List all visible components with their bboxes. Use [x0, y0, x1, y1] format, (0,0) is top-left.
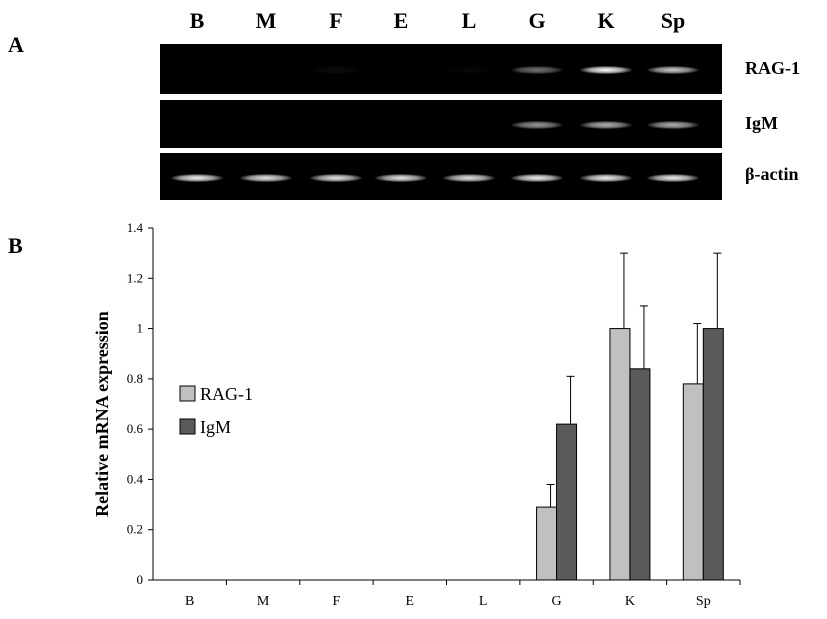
y-tick-label: 0.6	[127, 421, 144, 436]
gel-lane-labels: B M F E L G K Sp	[160, 4, 725, 40]
y-tick-label: 1.2	[127, 270, 143, 285]
gel-strip-igm	[160, 100, 722, 148]
x-tick-label: K	[625, 594, 635, 609]
gel-band	[171, 173, 223, 182]
gel-row-label-igm: IgM	[745, 113, 778, 133]
gel-band	[511, 173, 563, 182]
x-tick-label: Sp	[696, 594, 711, 609]
gel-band	[310, 173, 362, 182]
panel-a-label: A	[8, 32, 24, 57]
gel-band	[580, 121, 632, 129]
gel-band	[580, 173, 632, 182]
x-tick-label: L	[479, 594, 488, 609]
gel-band	[443, 173, 495, 182]
bar-rag-1	[609, 328, 631, 581]
legend-swatch-rag-1	[179, 385, 196, 402]
x-tick-label: F	[333, 594, 341, 609]
gel-band	[647, 173, 699, 182]
bar-chart: 0 0.2 0.4 0.6 0.8 1 1.2 1.4 Relative mRNA expres…	[92, 220, 741, 609]
gel-lane-label-l: L	[461, 8, 477, 33]
gel-lane-label-k: K	[597, 8, 615, 33]
x-tick-label: G	[552, 594, 562, 609]
bar-igm	[629, 368, 651, 581]
x-tick-label: E	[406, 594, 415, 609]
y-tick-label: 0.4	[127, 471, 144, 486]
gel-band	[647, 66, 699, 74]
bar-igm	[702, 328, 724, 581]
gel-band	[310, 66, 362, 74]
legend-swatch-igm	[179, 418, 196, 435]
bar-rag-1	[536, 506, 558, 581]
legend-label-igm: IgM	[200, 417, 231, 437]
gel-row-label-beta-actin: β-actin	[745, 164, 799, 184]
panel-b-label: B	[8, 233, 23, 258]
x-tick-label: M	[257, 594, 270, 609]
gel-band	[443, 66, 495, 74]
gel-band	[511, 66, 563, 74]
gel-strip-beta-actin	[160, 153, 722, 200]
gel-lane-label-f: F	[329, 8, 343, 33]
gel-lane-label-e: E	[393, 8, 409, 33]
bar-rag-1	[682, 383, 704, 581]
gel-band	[511, 121, 563, 129]
gel-row-label-rag1: RAG-1	[745, 58, 800, 78]
gel-lane-label-sp: Sp	[660, 8, 686, 33]
gel-band	[647, 121, 699, 129]
y-tick-label: 1	[137, 321, 144, 336]
y-tick-label: 0	[137, 572, 144, 587]
gel-lane-label-g: G	[528, 8, 546, 33]
y-tick-label: 0.8	[127, 371, 143, 386]
gel-lane-label-b: B	[189, 8, 205, 33]
y-axis-label: Relative mRNA expression	[92, 311, 112, 517]
bar-igm	[556, 423, 578, 581]
gel-band	[580, 66, 632, 74]
y-tick-label: 1.4	[127, 220, 144, 235]
x-tick-label: B	[185, 594, 194, 609]
gel-strip-rag1	[160, 44, 722, 94]
gel-lane-label-m: M	[255, 8, 277, 33]
gel-band	[375, 173, 427, 182]
y-tick-label: 0.2	[127, 522, 143, 537]
gel-band	[240, 173, 292, 182]
legend-label-rag-1: RAG-1	[200, 384, 253, 404]
